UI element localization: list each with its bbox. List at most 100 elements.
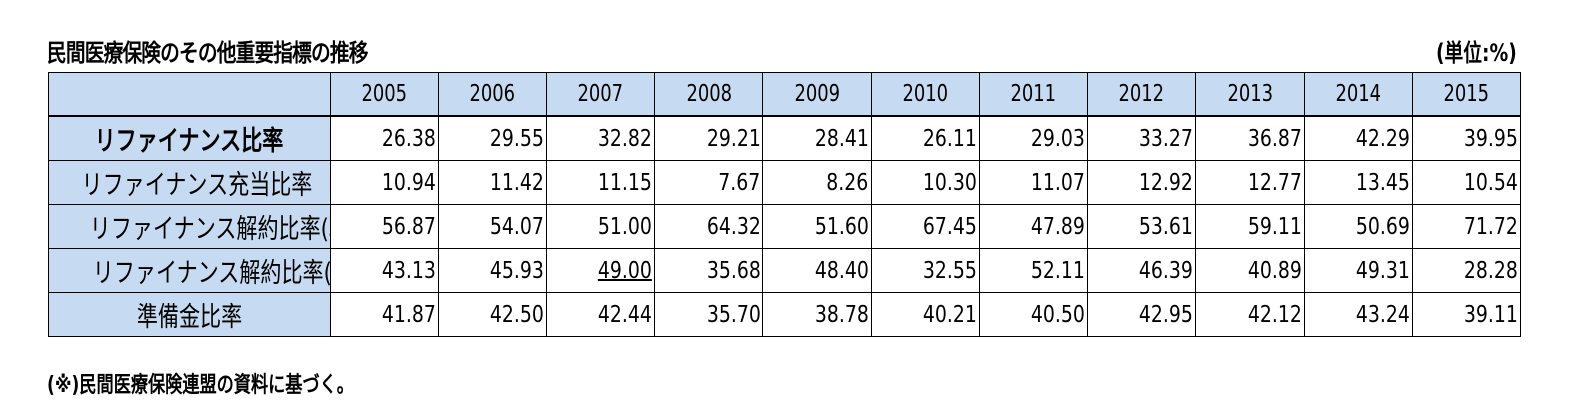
value-cell: 42.29 (1303, 115, 1413, 161)
table-row: リファイナンス解約比率(一時金) 43.13 45.93 49.00 35.68 48.4… (48, 248, 1522, 293)
value-cell: 48.40 (762, 248, 872, 293)
row-label-cell: リファイナンス解約比率(現金) (48, 204, 331, 249)
cell-value: 36.87 (1247, 125, 1302, 152)
value-cell: 42.44 (545, 292, 656, 337)
value-cell: 28.41 (762, 115, 872, 161)
cell-value: 51.60 (814, 213, 869, 240)
year-label: 2006 (469, 81, 516, 107)
cell-value: 40.50 (1031, 301, 1086, 328)
cell-value: 67.45 (922, 213, 977, 240)
table-body: リファイナンス比率 26.38 29.55 32.82 29.21 28.41 26.11 2… (48, 115, 1522, 337)
cell-value: 10.54 (1463, 169, 1518, 196)
cell-value: 50.69 (1355, 213, 1410, 240)
value-cell: 10.30 (870, 160, 980, 205)
year-header-2005: 2005 (329, 72, 439, 117)
value-cell: 29.21 (654, 115, 764, 161)
cell-value: 40.21 (922, 301, 977, 328)
row-label: 準備金比率 (136, 302, 242, 333)
year-header-2010: 2010 (870, 72, 980, 117)
cell-value: 42.29 (1355, 125, 1410, 152)
cell-value: 13.45 (1355, 169, 1410, 196)
cell-value: 71.72 (1463, 213, 1518, 240)
value-cell: 13.45 (1303, 160, 1413, 205)
cell-value: 28.41 (814, 125, 869, 152)
year-label: 2013 (1227, 81, 1273, 107)
cell-value: 41.87 (381, 301, 436, 328)
cell-value: 10.94 (381, 169, 436, 196)
year-header-2008: 2008 (654, 72, 764, 117)
cell-value: 26.11 (922, 125, 977, 152)
cell-value: 47.89 (1031, 213, 1086, 240)
cell-value: 39.95 (1463, 125, 1518, 152)
row-label: リファイナンス充当比率 (81, 170, 313, 201)
cell-value: 29.55 (489, 125, 544, 152)
row-label-cell: リファイナンス充当比率 (48, 160, 331, 205)
value-cell: 33.27 (1087, 115, 1197, 161)
header-row: 2005 2006 2007 2008 2009 2010 2011 2012 2013 2014… (48, 72, 1522, 117)
table-row: リファイナンス充当比率 10.94 11.42 11.15 7.67 8.26 10.30 1… (48, 160, 1522, 205)
table-row: 準備金比率 41.87 42.50 42.44 35.70 38.78 40.21 40.50… (48, 292, 1522, 337)
value-cell: 29.03 (978, 115, 1089, 161)
cell-value: 42.50 (489, 301, 544, 328)
unit-label: (単位:%) (1436, 39, 1517, 67)
cell-value: 52.11 (1031, 257, 1086, 284)
cell-value: 32.55 (922, 257, 977, 284)
cell-value: 42.12 (1247, 301, 1302, 328)
value-cell: 29.55 (437, 115, 548, 161)
header-corner-cell (48, 72, 331, 117)
cell-value: 40.89 (1247, 257, 1302, 284)
cell-value: 29.03 (1031, 125, 1086, 152)
cell-value: 49.00 (598, 257, 653, 284)
cell-value: 45.93 (489, 257, 544, 284)
value-cell: 32.82 (545, 115, 656, 161)
year-label: 2005 (361, 81, 407, 107)
cell-value: 10.30 (922, 169, 977, 196)
value-cell: 35.68 (654, 248, 764, 293)
value-cell: 40.21 (870, 292, 980, 337)
value-cell: 51.00 (545, 204, 656, 249)
value-cell: 39.11 (1411, 292, 1522, 337)
cell-value: 48.40 (814, 257, 869, 284)
value-cell: 67.45 (870, 204, 980, 249)
cell-value: 29.21 (706, 125, 761, 152)
value-cell: 49.31 (1303, 248, 1413, 293)
year-header-2009: 2009 (762, 72, 872, 117)
year-label: 2010 (902, 81, 949, 107)
cell-value: 56.87 (381, 213, 436, 240)
cell-value: 42.95 (1139, 301, 1194, 328)
year-label: 2015 (1443, 81, 1490, 107)
value-cell: 40.50 (978, 292, 1089, 337)
year-label: 2014 (1335, 81, 1381, 107)
value-cell: 42.50 (437, 292, 548, 337)
cell-value: 59.11 (1247, 213, 1302, 240)
value-cell: 71.72 (1411, 204, 1522, 249)
cell-value: 28.28 (1463, 257, 1518, 284)
row-label: リファイナンス解約比率(一時金) (92, 258, 331, 289)
year-label: 2011 (1010, 81, 1057, 107)
value-cell: 26.38 (329, 115, 439, 161)
cell-value: 54.07 (489, 213, 544, 240)
row-label-cell: 準備金比率 (48, 292, 331, 337)
value-cell: 40.89 (1195, 248, 1305, 293)
cell-value: 43.24 (1355, 301, 1410, 328)
value-cell: 36.87 (1195, 115, 1305, 161)
value-cell: 12.77 (1195, 160, 1305, 205)
cell-value: 32.82 (598, 125, 653, 152)
year-label: 2008 (685, 81, 732, 107)
year-header-2006: 2006 (437, 72, 548, 117)
value-cell: 53.61 (1087, 204, 1197, 249)
cell-value: 11.15 (598, 169, 653, 196)
value-cell: 56.87 (329, 204, 439, 249)
value-cell: 51.60 (762, 204, 872, 249)
value-cell: 26.11 (870, 115, 980, 161)
cell-value: 33.27 (1139, 125, 1194, 152)
value-cell: 54.07 (437, 204, 548, 249)
table-title: 民間医療保険のその他重要指標の推移 (47, 39, 368, 67)
value-cell: 11.07 (978, 160, 1089, 205)
table-row: リファイナンス解約比率(現金) 56.87 54.07 51.00 64.32 51.60… (48, 204, 1522, 249)
cell-value: 53.61 (1139, 213, 1194, 240)
row-label: リファイナンス比率 (94, 126, 284, 157)
year-label: 2012 (1118, 81, 1165, 107)
cell-value: 43.13 (381, 257, 436, 284)
value-cell: 46.39 (1087, 248, 1197, 293)
